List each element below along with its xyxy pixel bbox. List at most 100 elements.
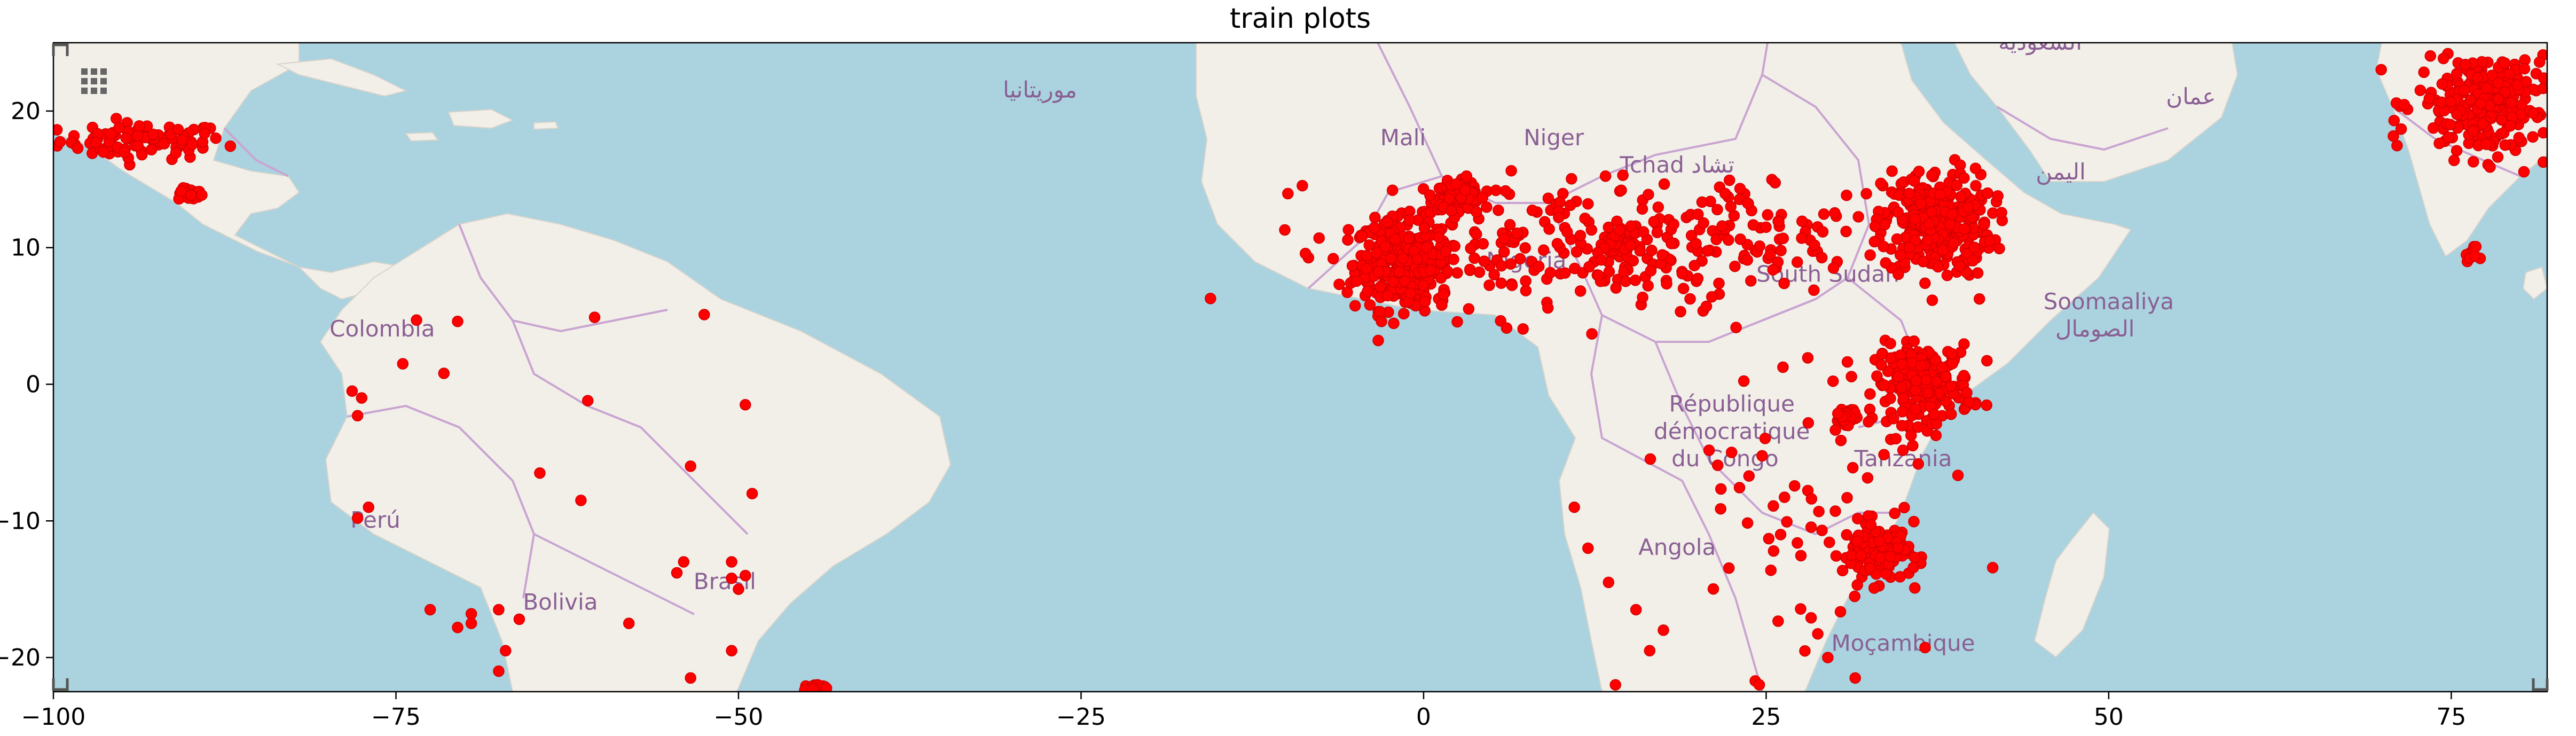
data-point-cluster-9 — [2398, 99, 2410, 111]
data-point-cluster-3 — [1424, 189, 1436, 201]
data-point-12 — [351, 512, 364, 524]
data-point-cluster-12 — [1585, 224, 1598, 236]
data-point-34 — [1568, 501, 1580, 513]
data-point-cluster-12 — [1586, 328, 1598, 340]
data-point-cluster-12 — [1445, 205, 1457, 217]
data-point-cluster-13 — [1698, 217, 1709, 229]
data-point-cluster-0 — [199, 127, 210, 139]
data-point-cluster-2 — [1403, 232, 1415, 245]
data-point-cluster-12 — [1440, 246, 1451, 258]
data-point-cluster-7 — [1836, 565, 1849, 577]
data-point-27 — [623, 617, 635, 629]
data-point-cluster-12 — [1677, 283, 1690, 294]
data-point-3 — [698, 309, 710, 320]
data-point-cluster-14 — [1738, 375, 1750, 387]
data-point-cluster-14 — [1824, 536, 1835, 549]
data-point-cluster-12 — [1636, 203, 1648, 215]
data-point-cluster-2 — [1451, 267, 1463, 279]
data-point-cluster-12 — [1376, 316, 1387, 327]
data-point-cluster-2 — [1393, 266, 1405, 278]
data-point-cluster-6 — [1871, 370, 1883, 382]
data-point-cluster-14 — [1707, 583, 1719, 595]
data-point-cluster-5 — [1946, 208, 1958, 220]
data-point-cluster-9 — [2460, 58, 2471, 71]
data-point-7 — [356, 392, 368, 404]
data-point-cluster-12 — [1356, 230, 1368, 242]
data-point-cluster-13 — [1894, 249, 1906, 261]
data-point-cluster-5 — [1959, 223, 1970, 235]
data-point-cluster-5 — [1958, 172, 1970, 184]
data-point-37 — [1630, 604, 1642, 616]
data-point-cluster-6 — [1958, 370, 1970, 382]
data-point-cluster-6 — [1945, 380, 1957, 393]
land-central-america — [53, 43, 407, 300]
data-point-cluster-6 — [1930, 418, 1942, 430]
data-point-cluster-9 — [2480, 138, 2492, 151]
data-point-cluster-5 — [1944, 218, 1956, 230]
data-point-cluster-14 — [1986, 562, 1999, 574]
data-point-cluster-9 — [2492, 77, 2504, 89]
data-point-cluster-12 — [1436, 299, 1448, 311]
data-point-cluster-12 — [1342, 224, 1354, 236]
data-point-cluster-14 — [1862, 472, 1874, 484]
data-point-cluster-6 — [1905, 429, 1917, 441]
data-point-cluster-6 — [1884, 393, 1896, 404]
y-tick-label: 10 — [11, 234, 41, 262]
data-point-cluster-13 — [1668, 218, 1679, 230]
data-point-cluster-9 — [2534, 56, 2546, 68]
data-point-cluster-13 — [1891, 233, 1903, 245]
land-sri-lanka — [2522, 266, 2547, 300]
data-point-cluster-13 — [1878, 240, 1889, 253]
data-point-cluster-14 — [1841, 492, 1853, 504]
land-hispaniola — [447, 108, 514, 129]
data-point-cluster-12 — [1634, 245, 1646, 257]
data-point-cluster-12 — [1438, 288, 1449, 300]
data-point-cluster-14 — [1812, 628, 1824, 640]
data-point-18 — [671, 567, 683, 579]
data-point-cluster-13 — [1617, 169, 1629, 181]
data-point-36 — [1603, 576, 1615, 589]
map-label-bolivia: Bolivia — [523, 589, 598, 615]
data-point-22 — [740, 569, 751, 582]
grid-icon[interactable] — [81, 68, 107, 94]
corner-marker-bottom-right — [2532, 678, 2549, 691]
data-point-cluster-14 — [1805, 521, 1817, 533]
data-point-cluster-13 — [1692, 208, 1704, 221]
data-point-cluster-14 — [1711, 459, 1724, 471]
data-point-cluster-14 — [1884, 550, 1896, 562]
map-label-niger: Niger — [1523, 124, 1584, 151]
data-point-cluster-14 — [1767, 264, 1779, 276]
data-point-cluster-9 — [2527, 131, 2539, 143]
data-point-cluster-13 — [1816, 252, 1828, 264]
data-point-1 — [452, 316, 464, 327]
data-point-cluster-2 — [1313, 232, 1325, 244]
map-label-mali: Mali — [1380, 124, 1426, 151]
data-point-cluster-8 — [1832, 408, 1844, 420]
data-point-cluster-12 — [1519, 242, 1531, 254]
data-point-cluster-0 — [113, 122, 125, 134]
data-point-cluster-6 — [1929, 354, 1942, 366]
y-tick-label: 0 — [26, 371, 41, 398]
data-point-cluster-13 — [1762, 209, 1773, 221]
data-point-cluster-6 — [1896, 420, 1908, 432]
data-point-cluster-7 — [1855, 550, 1867, 561]
data-point-cluster-5 — [1992, 190, 2004, 202]
data-point-cluster-12 — [1465, 242, 1477, 254]
data-point-cluster-14 — [1725, 447, 1738, 458]
data-point-cluster-12 — [1544, 267, 1557, 279]
data-point-cluster-5 — [1926, 294, 1938, 306]
data-point-cluster-13 — [1643, 189, 1654, 200]
data-point-cluster-5 — [1969, 162, 1982, 174]
data-point-cluster-12 — [1561, 226, 1573, 238]
data-point-cluster-9 — [2498, 127, 2510, 139]
data-point-cluster-13 — [1796, 232, 1808, 244]
data-point-cluster-7 — [1851, 579, 1863, 591]
data-point-40 — [1609, 679, 1621, 691]
data-point-cluster-6 — [1915, 359, 1927, 372]
map-area[interactable]: موريتانيا Mali Niger Tchad تشاد السعودية عمان… — [52, 29, 2549, 696]
data-point-cluster-14 — [1706, 291, 1718, 303]
data-point-cluster-2 — [1463, 303, 1475, 315]
data-point-cluster-0 — [172, 123, 184, 136]
x-tick-label: −50 — [714, 703, 764, 731]
data-point-cluster-9 — [2492, 151, 2504, 163]
